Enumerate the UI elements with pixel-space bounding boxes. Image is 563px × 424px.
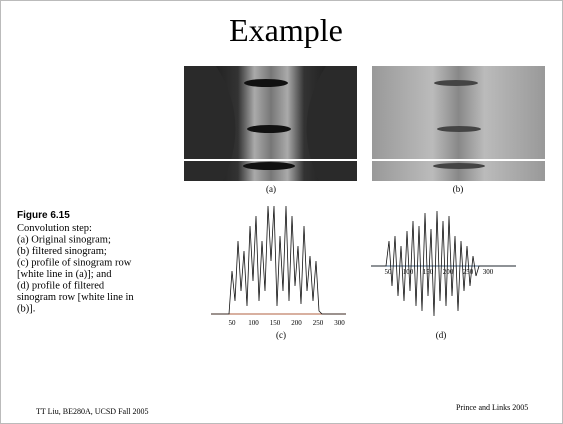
x-tick-label: 50 xyxy=(385,268,393,276)
profile-plot-d xyxy=(371,210,516,317)
figure-label: Figure 6.15 xyxy=(17,210,70,221)
caption-line: [white line in (a)]; and xyxy=(17,269,112,280)
profile-plot-c xyxy=(211,205,346,315)
slide-title: Example xyxy=(229,12,343,48)
caption-line: (c) profile of sinogram row xyxy=(17,258,132,269)
x-tick-label: 200 xyxy=(291,319,302,327)
x-tick-label: 250 xyxy=(463,268,474,276)
caption-line: (b)]. xyxy=(17,304,35,315)
footer-right: Prince and Links 2005 xyxy=(456,403,528,412)
panel-label: (a) xyxy=(266,184,276,194)
panel-label: (c) xyxy=(276,330,286,340)
footer-left: TT Liu, BE280A, UCSD Fall 2005 xyxy=(36,407,149,416)
x-tick-label: 300 xyxy=(483,268,494,276)
caption-line: Convolution step: xyxy=(17,223,92,234)
caption-line: (a) Original sinogram; xyxy=(17,235,111,246)
x-tick-label: 50 xyxy=(229,319,237,327)
x-tick-label: 150 xyxy=(423,268,434,276)
sinogram-b xyxy=(372,66,545,181)
caption-line: (b) filtered sinogram; xyxy=(17,246,107,257)
x-tick-label: 300 xyxy=(334,319,345,327)
caption-line: sinogram row [white line in xyxy=(17,292,134,303)
caption-line: (d) profile of filtered xyxy=(17,281,105,292)
x-tick-label: 200 xyxy=(443,268,454,276)
panel-label: (b) xyxy=(453,184,464,194)
x-tick-label: 250 xyxy=(313,319,324,327)
x-tick-label: 100 xyxy=(248,319,259,327)
x-tick-label: 150 xyxy=(270,319,281,327)
sinogram-a xyxy=(184,66,357,181)
x-tick-label: 100 xyxy=(403,268,414,276)
panel-label: (d) xyxy=(436,330,447,340)
